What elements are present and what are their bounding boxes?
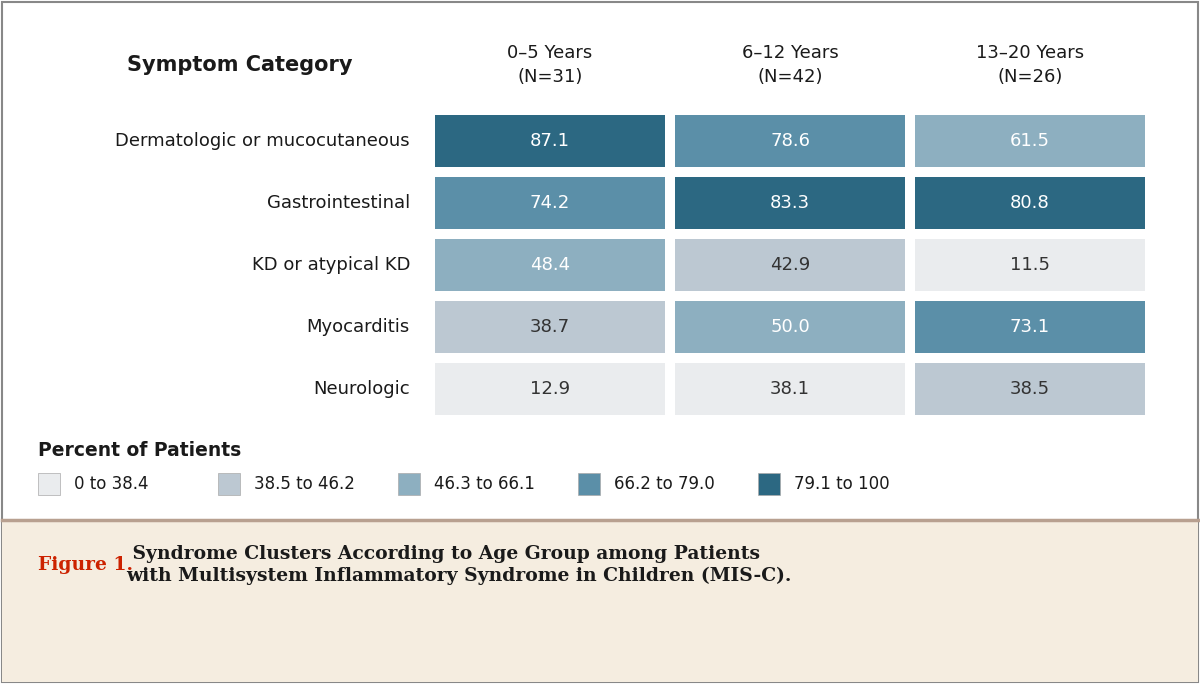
- Text: Gastrointestinal: Gastrointestinal: [266, 194, 410, 212]
- Bar: [398, 473, 420, 495]
- Text: 13–20 Years
(N=26): 13–20 Years (N=26): [976, 44, 1084, 86]
- Text: 61.5: 61.5: [1010, 132, 1050, 150]
- Bar: [916, 177, 1145, 229]
- Text: 66.2 to 79.0: 66.2 to 79.0: [614, 475, 715, 493]
- Bar: [2, 520, 1198, 682]
- Bar: [758, 473, 780, 495]
- Text: 46.3 to 66.1: 46.3 to 66.1: [434, 475, 535, 493]
- Text: 73.1: 73.1: [1010, 318, 1050, 336]
- Bar: [674, 177, 905, 229]
- Text: 50.0: 50.0: [770, 318, 810, 336]
- Text: Figure 1.: Figure 1.: [38, 556, 133, 574]
- Text: Symptom Category: Symptom Category: [127, 55, 353, 75]
- Bar: [674, 239, 905, 291]
- Bar: [916, 363, 1145, 415]
- Text: 38.7: 38.7: [530, 318, 570, 336]
- Bar: [674, 363, 905, 415]
- Text: 74.2: 74.2: [530, 194, 570, 212]
- Text: 6–12 Years
(N=42): 6–12 Years (N=42): [742, 44, 839, 86]
- Text: 80.8: 80.8: [1010, 194, 1050, 212]
- Bar: [916, 301, 1145, 353]
- Bar: [674, 115, 905, 167]
- Bar: [436, 239, 665, 291]
- Text: 42.9: 42.9: [770, 256, 810, 274]
- Bar: [436, 115, 665, 167]
- Bar: [436, 301, 665, 353]
- Text: 83.3: 83.3: [770, 194, 810, 212]
- Text: Percent of Patients: Percent of Patients: [38, 440, 241, 460]
- Text: 12.9: 12.9: [530, 380, 570, 398]
- Text: 48.4: 48.4: [530, 256, 570, 274]
- Text: 79.1 to 100: 79.1 to 100: [794, 475, 889, 493]
- Text: 87.1: 87.1: [530, 132, 570, 150]
- Bar: [674, 301, 905, 353]
- Text: 0 to 38.4: 0 to 38.4: [74, 475, 149, 493]
- Text: 38.5 to 46.2: 38.5 to 46.2: [254, 475, 355, 493]
- Bar: [916, 115, 1145, 167]
- Text: 78.6: 78.6: [770, 132, 810, 150]
- Text: 38.5: 38.5: [1010, 380, 1050, 398]
- Text: 11.5: 11.5: [1010, 256, 1050, 274]
- Text: 0–5 Years
(N=31): 0–5 Years (N=31): [508, 44, 593, 86]
- Text: Dermatologic or mucocutaneous: Dermatologic or mucocutaneous: [115, 132, 410, 150]
- Bar: [578, 473, 600, 495]
- Bar: [218, 473, 240, 495]
- Bar: [436, 363, 665, 415]
- Bar: [38, 473, 60, 495]
- Bar: [436, 177, 665, 229]
- Text: Syndrome Clusters According to Age Group among Patients
with Multisystem Inflamm: Syndrome Clusters According to Age Group…: [126, 545, 791, 585]
- Text: KD or atypical KD: KD or atypical KD: [252, 256, 410, 274]
- Text: Neurologic: Neurologic: [313, 380, 410, 398]
- Text: Myocarditis: Myocarditis: [307, 318, 410, 336]
- Text: 38.1: 38.1: [770, 380, 810, 398]
- Bar: [916, 239, 1145, 291]
